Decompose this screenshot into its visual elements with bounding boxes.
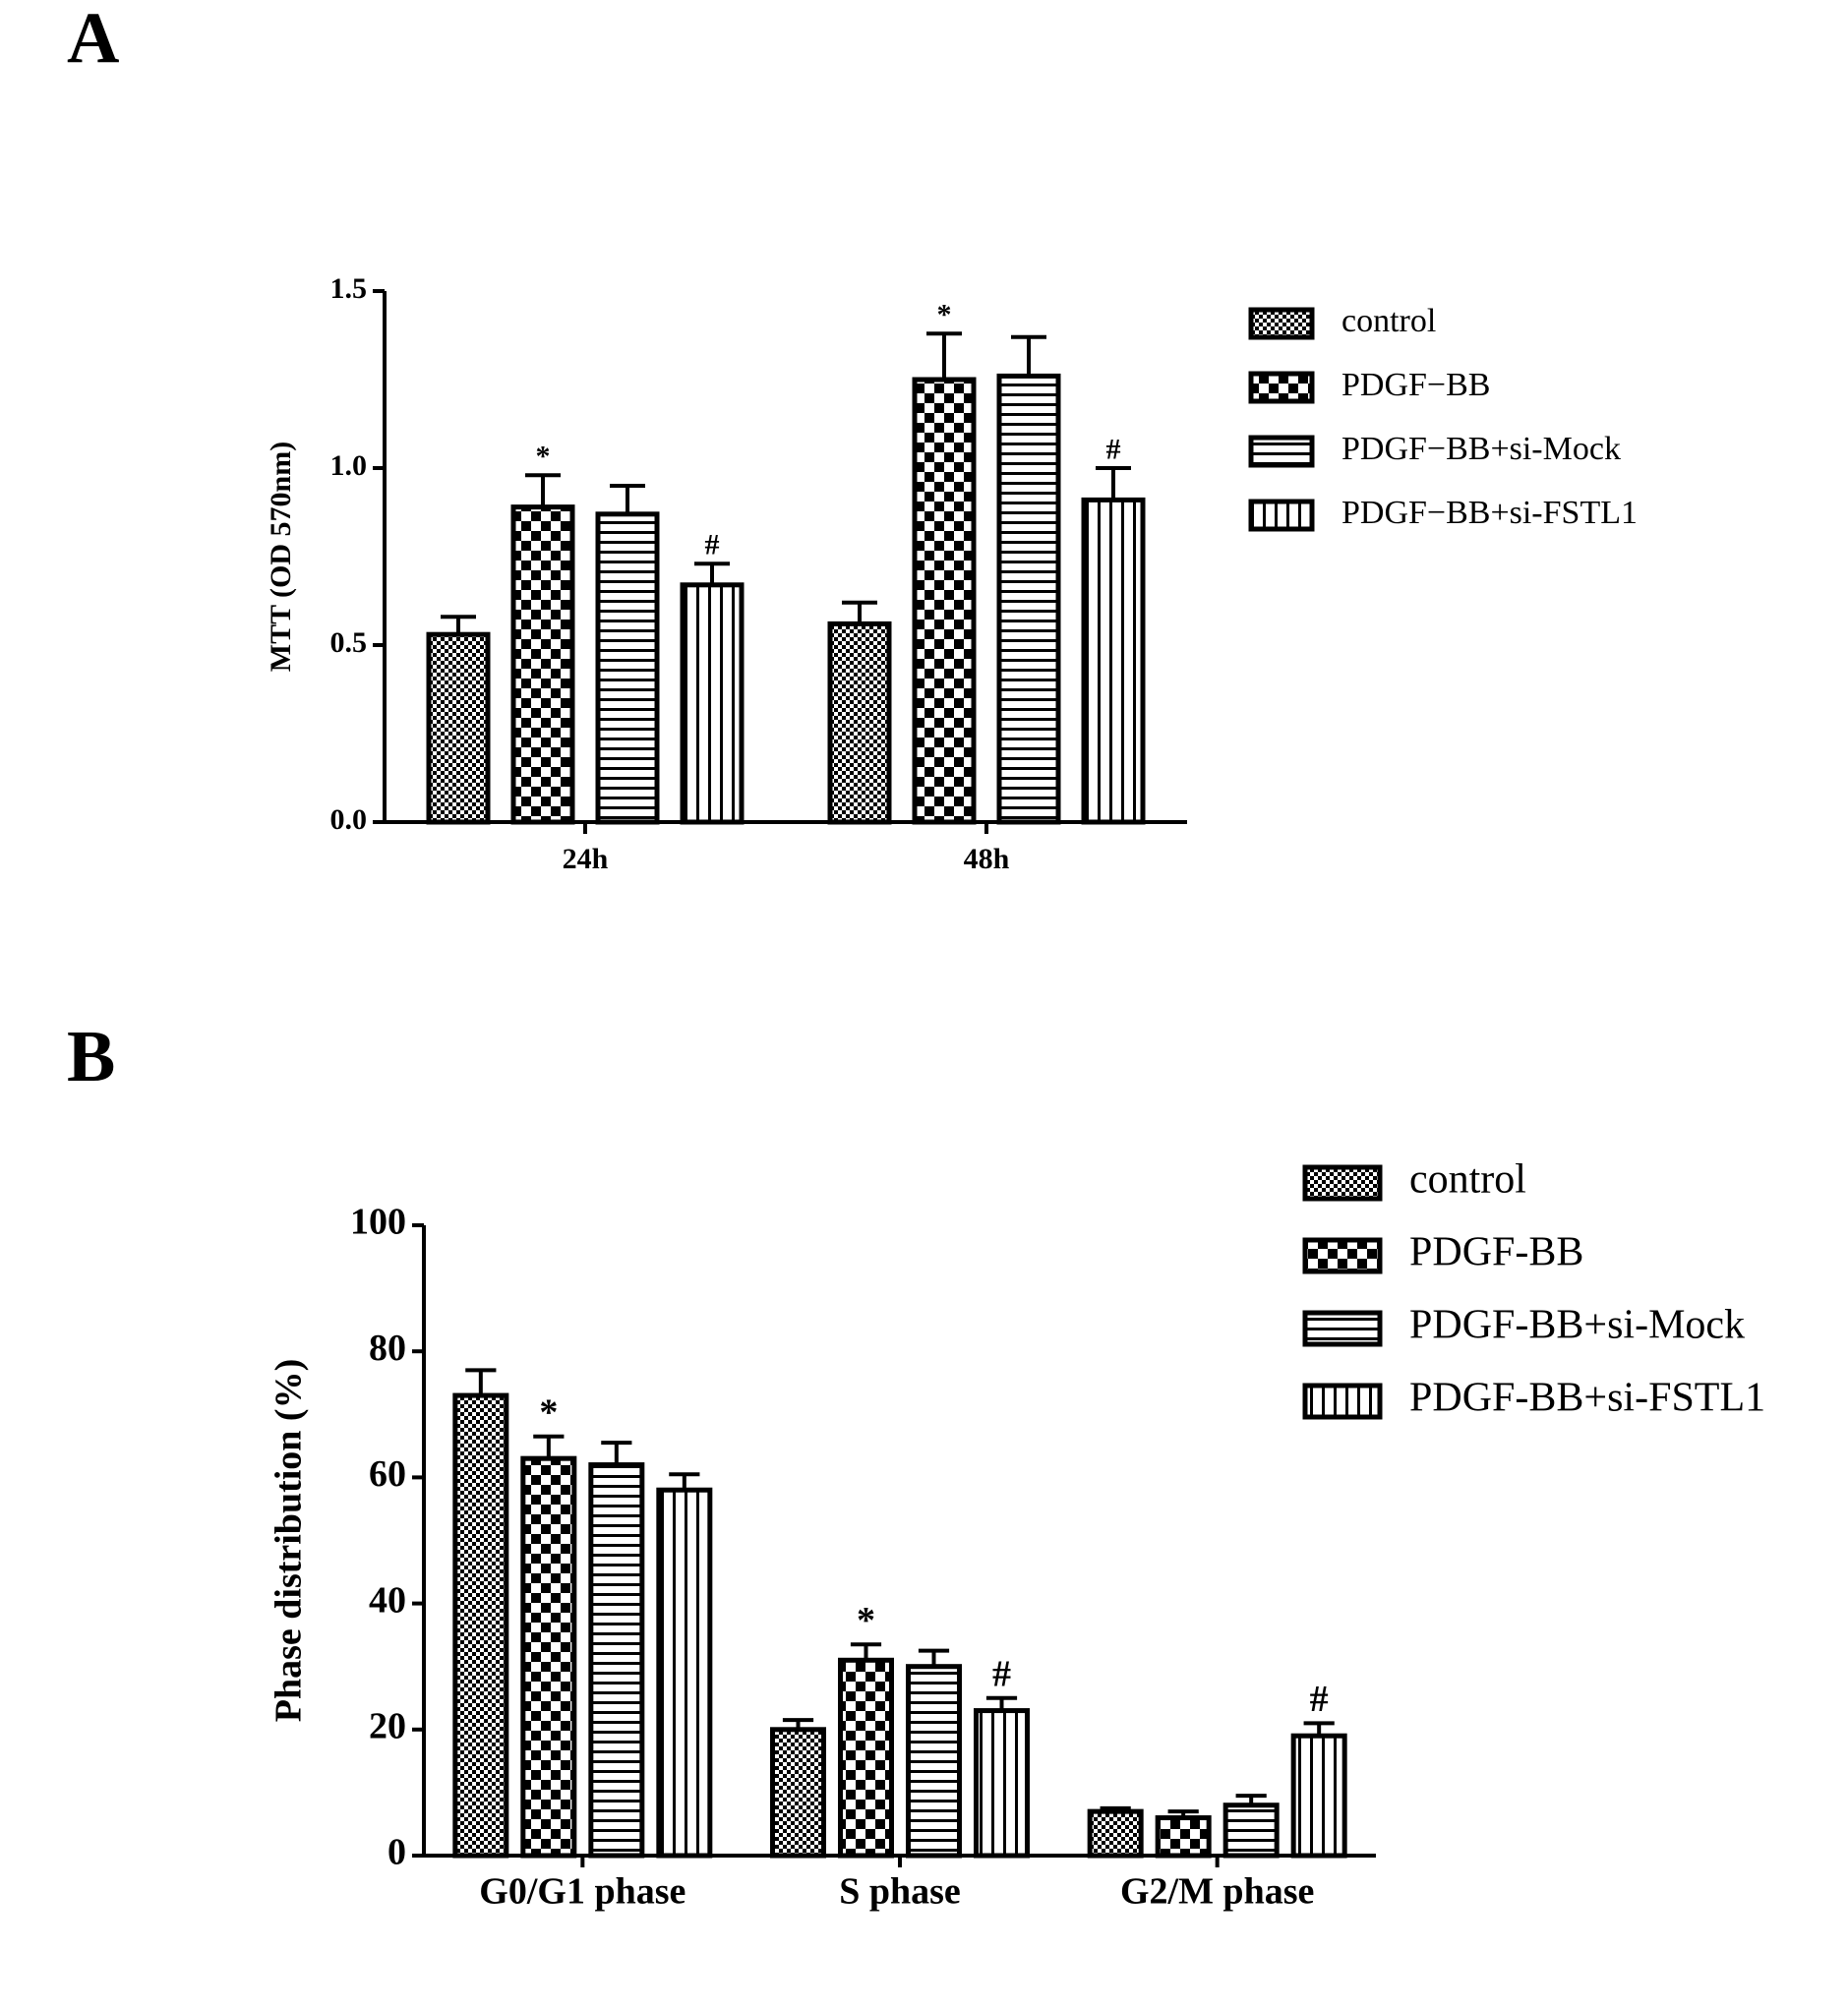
legend-swatch [1248, 435, 1315, 468]
significance-marker: * [539, 1392, 558, 1434]
significance-marker: # [705, 529, 720, 561]
bar [974, 1708, 1030, 1859]
significance-marker: * [937, 299, 952, 331]
x-tick-label: 48h [964, 843, 1010, 875]
bar [452, 1392, 509, 1859]
x-tick-label: G0/G1 phase [479, 1871, 686, 1913]
legend-label: control [1341, 303, 1436, 339]
y-axis-label: Phase distribution (%) [268, 1359, 310, 1722]
y-tick-label: 0.5 [330, 626, 368, 659]
bar [906, 1664, 962, 1859]
bar [680, 582, 745, 825]
bar [520, 1455, 577, 1859]
significance-marker: # [1310, 1679, 1329, 1720]
significance-marker: * [536, 441, 551, 473]
bar [827, 620, 892, 825]
x-tick-label: G2/M phase [1120, 1871, 1314, 1913]
y-tick-label: 1.0 [330, 449, 368, 482]
legend-label: PDGF-BB [1409, 1230, 1583, 1275]
bar [588, 1462, 645, 1859]
y-tick-label: 100 [350, 1202, 406, 1243]
bar [996, 373, 1061, 825]
legend-label: PDGF−BB+si-FSTL1 [1341, 495, 1638, 531]
y-tick-label: 60 [369, 1453, 406, 1495]
bar [1222, 1802, 1280, 1859]
y-tick-label: 20 [369, 1706, 406, 1747]
legend-swatch [1248, 499, 1315, 532]
y-tick-label: 1.5 [330, 272, 368, 305]
bar [595, 511, 660, 825]
y-tick-label: 80 [369, 1328, 406, 1369]
legend-label: PDGF−BB [1341, 367, 1490, 403]
y-tick-label: 0.0 [330, 803, 368, 836]
x-tick-label: 24h [563, 843, 609, 875]
x-tick-label: S phase [839, 1871, 961, 1913]
legend-swatch [1302, 1310, 1383, 1347]
y-tick-label: 0 [387, 1832, 406, 1873]
bar [426, 631, 491, 825]
bar [1087, 1808, 1144, 1859]
bar [1290, 1733, 1347, 1859]
bar [1155, 1815, 1212, 1859]
legend-swatch [1302, 1383, 1383, 1420]
bar [912, 377, 977, 825]
legend-label: control [1409, 1157, 1526, 1203]
bar [770, 1727, 826, 1859]
bar [656, 1487, 713, 1859]
y-axis-label: MTT (OD 570nm) [265, 442, 297, 672]
significance-marker: * [857, 1600, 875, 1641]
legend-swatch [1302, 1164, 1383, 1202]
bar [510, 504, 575, 825]
bar [838, 1657, 894, 1859]
legend-label: PDGF−BB+si-Mock [1341, 431, 1621, 467]
significance-marker: # [1106, 433, 1121, 465]
bar [1081, 497, 1146, 825]
legend-swatch [1248, 371, 1315, 404]
legend-swatch [1302, 1237, 1383, 1274]
panel-label: A [67, 0, 119, 79]
significance-marker: # [992, 1654, 1011, 1695]
legend-label: PDGF-BB+si-Mock [1409, 1303, 1745, 1348]
legend-label: PDGF-BB+si-FSTL1 [1409, 1376, 1765, 1421]
y-tick-label: 40 [369, 1579, 406, 1621]
legend-swatch [1248, 307, 1315, 340]
panel-label: B [67, 1017, 115, 1097]
